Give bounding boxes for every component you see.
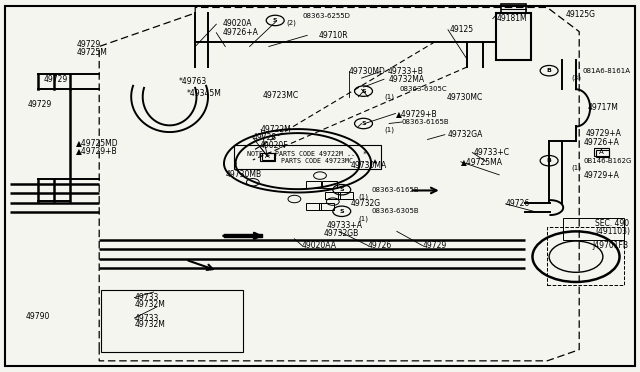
Text: 49732G: 49732G — [351, 199, 381, 208]
Text: (1): (1) — [384, 93, 394, 100]
Text: 49729: 49729 — [28, 100, 52, 109]
Text: 49710R: 49710R — [319, 31, 348, 40]
Text: ▲49725MD: ▲49725MD — [76, 138, 118, 147]
Text: ▲49729+B: ▲49729+B — [396, 109, 437, 118]
Text: 49729+A: 49729+A — [586, 129, 621, 138]
Bar — [496, 13, 531, 60]
Bar — [306, 181, 321, 188]
Text: 49726: 49726 — [368, 241, 392, 250]
Text: 49732M: 49732M — [134, 300, 165, 309]
Text: A: A — [265, 153, 270, 159]
Bar — [234, 145, 381, 169]
Text: 49726+A: 49726+A — [584, 138, 620, 147]
Text: 49725M: 49725M — [77, 48, 108, 57]
Text: 49729: 49729 — [77, 40, 101, 49]
Text: 49717M: 49717M — [588, 103, 618, 112]
Text: *49763: *49763 — [179, 77, 207, 86]
Bar — [547, 227, 624, 285]
Bar — [594, 148, 609, 156]
Text: (2): (2) — [286, 19, 296, 26]
Text: B: B — [547, 158, 552, 163]
Text: B: B — [547, 68, 552, 73]
Text: 08363-6165B: 08363-6165B — [371, 187, 419, 193]
Text: (1): (1) — [358, 193, 369, 200]
Text: 49732MA: 49732MA — [389, 75, 425, 84]
Text: 49729: 49729 — [422, 241, 447, 250]
Text: 49729: 49729 — [44, 76, 68, 84]
Text: (3): (3) — [572, 74, 582, 81]
Text: 49732M: 49732M — [134, 320, 165, 329]
Text: 49020AA: 49020AA — [302, 241, 337, 250]
Text: ▲49725MA: ▲49725MA — [461, 157, 503, 166]
Text: 49723MC: 49723MC — [262, 92, 298, 100]
Text: 49726: 49726 — [506, 199, 530, 208]
Text: A: A — [599, 149, 604, 155]
Bar — [563, 218, 624, 240]
Text: 08363-6255D: 08363-6255D — [302, 13, 350, 19]
Text: S: S — [339, 209, 344, 214]
Text: J49701FB: J49701FB — [592, 241, 628, 250]
Text: 49181M: 49181M — [497, 14, 527, 23]
Text: 49730MA: 49730MA — [351, 161, 387, 170]
Text: 49125: 49125 — [449, 25, 474, 34]
Text: 49726+A: 49726+A — [223, 28, 259, 37]
Text: 49125G: 49125G — [566, 10, 596, 19]
Text: 49730MC: 49730MC — [447, 93, 483, 102]
Bar — [338, 192, 353, 199]
Text: *49345M: *49345M — [187, 89, 221, 97]
Text: 49733: 49733 — [134, 293, 159, 302]
Text: 49020A: 49020A — [223, 19, 252, 28]
Text: (1): (1) — [384, 126, 394, 133]
Bar — [319, 203, 334, 210]
Bar — [101, 290, 243, 352]
Text: 0B146-B162G: 0B146-B162G — [584, 158, 632, 164]
Text: 49730MD: 49730MD — [349, 67, 386, 76]
Text: SEC. 490: SEC. 490 — [595, 219, 629, 228]
Text: (1): (1) — [572, 164, 582, 171]
Text: 49732GB: 49732GB — [323, 229, 358, 238]
Text: 49733+C: 49733+C — [474, 148, 509, 157]
Text: 08363-6305C: 08363-6305C — [400, 86, 447, 92]
Text: 49729+A: 49729+A — [584, 171, 620, 180]
Text: 49722M: 49722M — [261, 125, 292, 134]
Bar — [325, 192, 340, 199]
Text: S: S — [361, 121, 366, 126]
Text: 49730MB: 49730MB — [225, 170, 261, 179]
Text: 49020F: 49020F — [259, 141, 288, 150]
Text: ▲49729+B: ▲49729+B — [76, 146, 117, 155]
Text: 49732GA: 49732GA — [448, 130, 483, 139]
Text: S: S — [273, 18, 278, 23]
Text: (1): (1) — [358, 215, 369, 222]
Bar — [260, 153, 275, 161]
Bar — [501, 4, 526, 13]
Text: NOTE : PARTS CODE 49722M ... *
           PARTS CODE 49723MC ... ▲: NOTE : PARTS CODE 49722M ... * PARTS COD… — [237, 151, 377, 164]
Text: 49733+A: 49733+A — [326, 221, 362, 230]
Text: 49728: 49728 — [253, 133, 277, 142]
Text: 49733: 49733 — [134, 314, 159, 323]
Text: 49790: 49790 — [26, 312, 50, 321]
Text: 49733+B: 49733+B — [387, 67, 423, 76]
Text: 081A6-8161A: 081A6-8161A — [582, 68, 630, 74]
Bar — [596, 150, 609, 157]
Text: (491103): (491103) — [595, 227, 630, 236]
Text: S: S — [339, 187, 344, 192]
Bar — [306, 203, 321, 210]
Bar — [262, 153, 274, 160]
Bar — [322, 181, 337, 188]
Text: S: S — [361, 89, 366, 94]
Text: 08363-6165B: 08363-6165B — [402, 119, 449, 125]
Text: 08363-6305B: 08363-6305B — [371, 208, 419, 214]
